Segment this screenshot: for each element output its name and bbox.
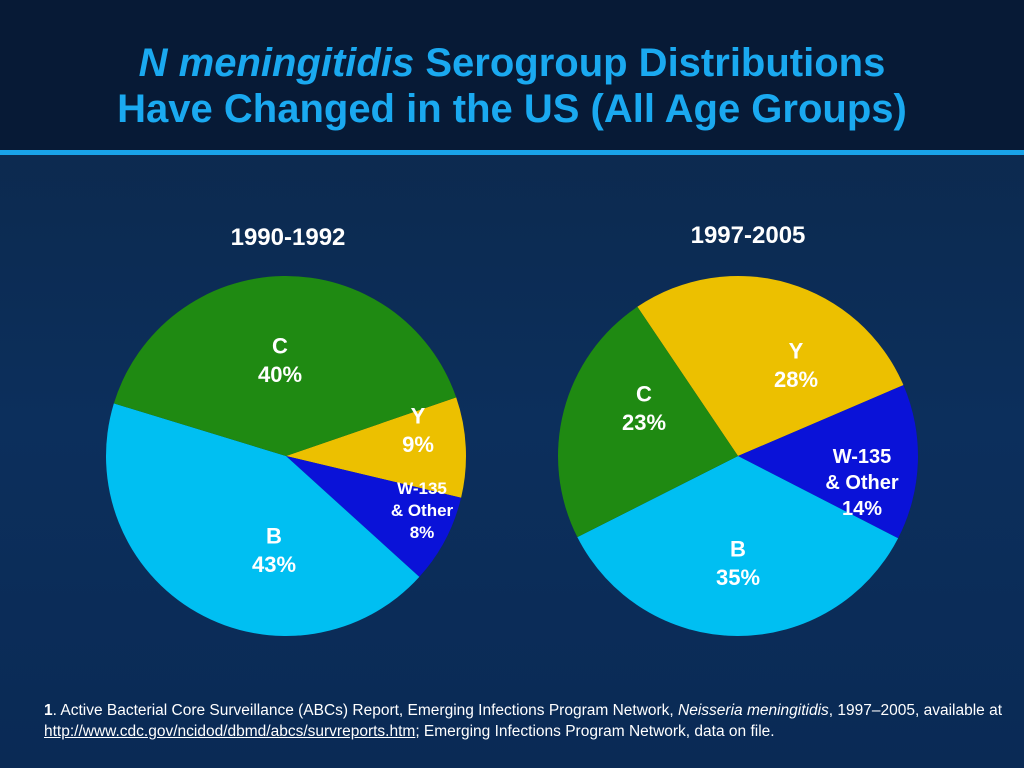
footnote-text-1: . Active Bacterial Core Surveillance (AB… <box>52 702 679 719</box>
pie-1-label-c: C 40% <box>258 333 302 387</box>
pie-2-title: 1997-2005 <box>690 222 806 249</box>
pie-1-slice-y <box>286 397 466 498</box>
footnote-link[interactable]: http://www.cdc.gov/ncidod/dbmd/abcs/surv… <box>44 723 416 740</box>
footnote: 1. Active Bacterial Core Surveillance (A… <box>44 700 1014 742</box>
pie-2-slice-b <box>577 456 899 637</box>
pie-2-slice-c <box>557 306 738 538</box>
page-title: N meningitidis Serogroup Distributions H… <box>0 40 1024 132</box>
pie-2-label-y: Y 28% <box>774 338 818 392</box>
pie-1-title: 1990-1992 <box>230 224 346 251</box>
pie-2-slice-w135 <box>738 385 918 539</box>
title-divider <box>0 150 1024 155</box>
footnote-text-2: , 1997–2005, available at <box>828 702 1003 719</box>
pie-1-slice-w135 <box>286 456 462 577</box>
pie-2-slice-y <box>637 276 904 456</box>
title-line2: Have Changed in the US (All Age Groups) <box>117 87 907 131</box>
footnote-text-3: ; Emerging Infections Program Network, d… <box>415 723 775 740</box>
pie-2-label-b: B 35% <box>716 536 760 590</box>
footnote-italic: Neisseria meningitidis <box>678 702 829 719</box>
title-line1-rest: Serogroup Distributions <box>425 41 886 85</box>
pie-1-label-w135: W-135 & Other 8% <box>391 479 454 542</box>
pie-1-slice-b <box>105 403 420 637</box>
pie-2-label-w135: W-135 & Other 14% <box>825 446 899 520</box>
pie-2-label-c: C 23% <box>622 381 666 435</box>
pie-1-slice-c <box>113 276 457 456</box>
pie-1-label-b: B 43% <box>252 523 296 577</box>
footnote-number: 1 <box>44 702 53 719</box>
title-italic: N meningitidis <box>138 41 415 85</box>
pie-1-label-y: Y 9% <box>402 403 434 457</box>
title-band: N meningitidis Serogroup Distributions H… <box>0 0 1024 152</box>
